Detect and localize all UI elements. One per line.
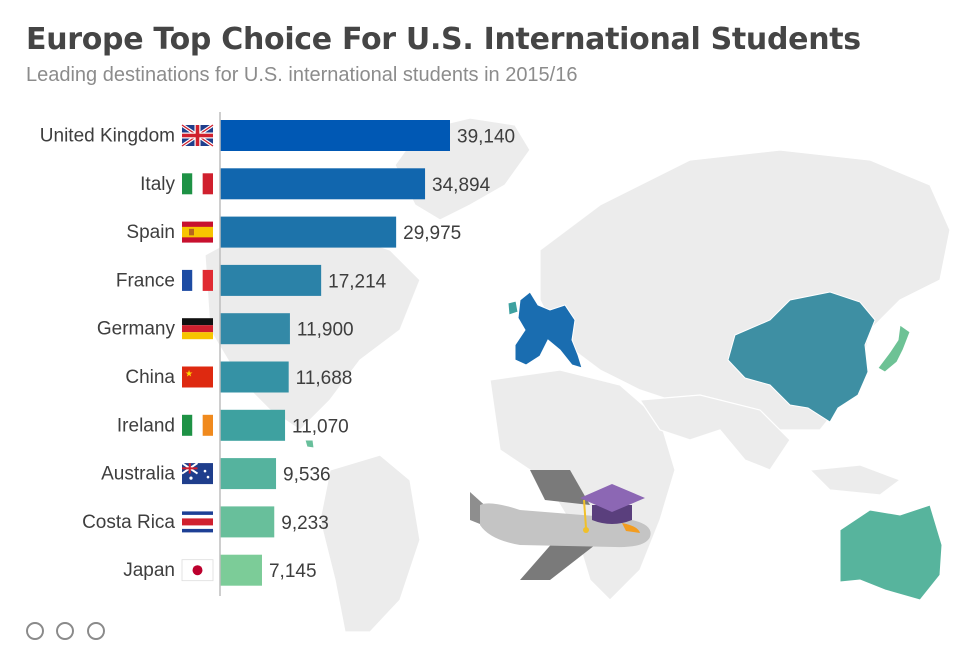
value-label-italy: 34,894 <box>432 175 491 196</box>
value-label-costa-rica: 9,233 <box>281 513 329 534</box>
china-highlight-shape <box>727 291 876 423</box>
bar-france <box>220 264 322 296</box>
germany-flag-icon <box>182 318 213 340</box>
japan-flag-icon <box>181 559 214 582</box>
bar-costa-rica <box>220 506 275 538</box>
australia-flag-icon <box>181 462 213 485</box>
attribution-icon <box>56 622 75 640</box>
category-label-china: China <box>125 367 175 388</box>
ireland-flag-icon <box>182 414 213 436</box>
category-label-italy: Italy <box>140 174 175 195</box>
bar-japan <box>220 554 262 586</box>
ireland-highlight-shape <box>507 300 519 316</box>
category-label-australia: Australia <box>101 464 175 485</box>
bar-australia <box>220 458 277 490</box>
bar-spain <box>220 216 397 248</box>
category-label-germany: Germany <box>97 319 176 340</box>
airplane-icon <box>470 470 651 580</box>
bar-italy <box>220 168 426 200</box>
value-label-ireland: 11,070 <box>292 416 349 437</box>
license-icons <box>26 622 113 645</box>
value-label-germany: 11,900 <box>297 320 354 341</box>
australia-highlight-shape <box>839 504 943 601</box>
europe-highlight-shape <box>514 291 583 369</box>
chart-subtitle: Leading destinations for U.S. internatio… <box>26 64 578 86</box>
category-label-japan: Japan <box>123 560 175 581</box>
category-label-spain: Spain <box>126 222 175 243</box>
value-label-japan: 7,145 <box>269 561 317 582</box>
category-label-france: France <box>116 270 175 291</box>
costa-rica-highlight-shape <box>304 439 315 449</box>
value-label-united-kingdom: 39,140 <box>457 127 515 148</box>
bar-united-kingdom <box>220 120 450 151</box>
south-america-shape <box>319 454 421 632</box>
japan-highlight-shape <box>877 324 911 373</box>
italy-flag-icon <box>182 173 213 195</box>
svg-text:★: ★ <box>185 369 193 379</box>
value-label-china: 11,688 <box>296 368 353 389</box>
bar-germany <box>220 313 290 345</box>
arabia-india-shape <box>638 394 791 471</box>
value-label-australia: 9,536 <box>283 465 331 486</box>
no-derivatives-icon <box>86 622 105 640</box>
china-flag-icon: ★ <box>182 366 213 388</box>
graduation-cap-icon <box>580 484 645 533</box>
category-label-ireland: Ireland <box>117 415 175 436</box>
bar-china <box>220 361 289 393</box>
chart-title: Europe Top Choice For U.S. International… <box>26 22 861 57</box>
spain-flag-icon <box>182 221 213 243</box>
costa-rica-flag-icon <box>182 511 213 533</box>
france-flag-icon <box>182 269 213 291</box>
bar-ireland <box>220 409 286 441</box>
uk-flag-icon <box>181 123 214 148</box>
value-label-spain: 29,975 <box>403 223 461 244</box>
creative-commons-icon <box>26 622 44 640</box>
value-label-france: 17,214 <box>328 271 387 292</box>
category-label-united-kingdom: United Kingdom <box>40 126 175 147</box>
world-map-background <box>204 117 951 632</box>
bar-chart: United Kingdom 39,140 Italy 34,894 Spain 29,9… <box>40 112 515 596</box>
indonesia-shape <box>808 464 902 496</box>
category-label-costa-rica: Costa Rica <box>82 512 175 533</box>
